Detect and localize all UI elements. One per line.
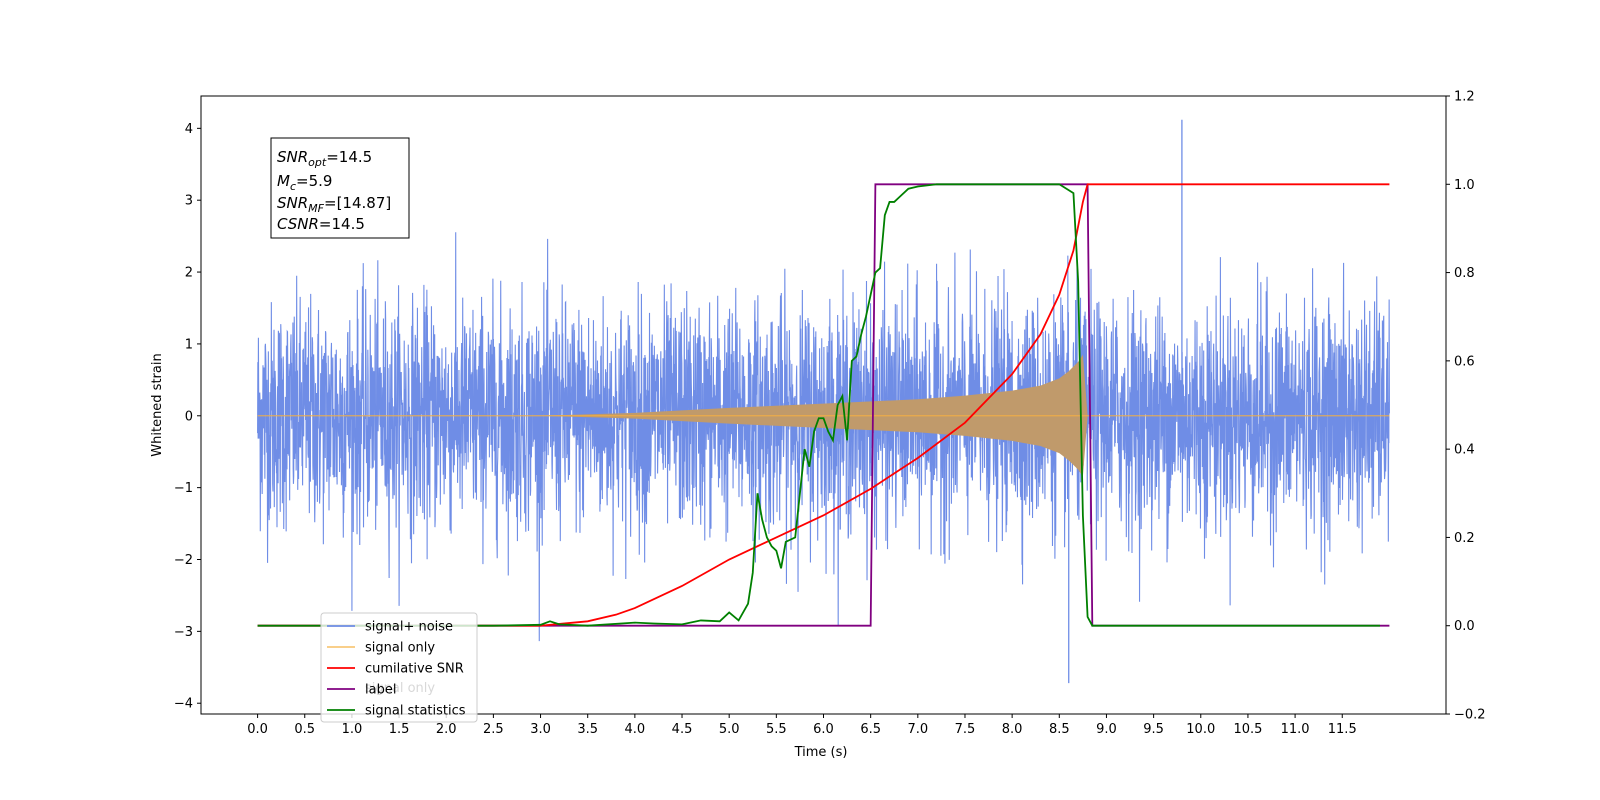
line-series-group <box>257 183 1390 627</box>
stat-csnr-base: CSNR <box>277 215 319 233</box>
legend-overlapped-text: signal only <box>365 681 435 696</box>
y-left-tick-label: −2 <box>174 553 193 568</box>
y-left-tick-label: 3 <box>185 194 193 209</box>
x-tick-label: 1.0 <box>342 722 363 737</box>
legend-label: signal only <box>365 641 435 656</box>
stat-snr-mf-value: =[14.87] <box>324 194 391 212</box>
stat-snr-opt-base: SNR <box>277 148 308 166</box>
x-tick-label: 9.0 <box>1096 722 1117 737</box>
legend-frame <box>320 612 478 723</box>
y-left-tick-label: −4 <box>174 697 193 712</box>
x-tick-label: 9.5 <box>1143 722 1164 737</box>
y-right-tick-label: 0.8 <box>1454 266 1475 281</box>
plot-area <box>257 119 1390 684</box>
legend: signal only signal+ noise signal only cumi… <box>320 612 478 723</box>
y-right-tick-label: 1.2 <box>1454 90 1475 105</box>
x-tick-label: 10.0 <box>1186 722 1215 737</box>
x-tick-label: 7.5 <box>955 722 976 737</box>
x-tick-label: 0.5 <box>294 722 315 737</box>
stat-m-c-base: M <box>277 172 290 190</box>
x-tick-label: 10.5 <box>1233 722 1262 737</box>
x-tick-label: 8.0 <box>1002 722 1023 737</box>
x-tick-label: 6.5 <box>860 722 881 737</box>
x-tick-label: 5.5 <box>766 722 787 737</box>
stat-csnr: CSNR=14.5 <box>277 215 365 233</box>
y-right-tick-label: 0.0 <box>1454 619 1475 634</box>
stats-annotation-box: SNRopt=14.5 Mc=5.9 SNRMF=[14.87] CSNR=14… <box>270 137 410 239</box>
y-left-tick-label: 1 <box>185 337 193 352</box>
stat-snr-mf: SNRMF=[14.87] <box>277 194 391 215</box>
x-tick-label: 4.5 <box>672 722 693 737</box>
y-left-tick-label: 4 <box>185 122 193 137</box>
legend-label: label <box>365 683 396 698</box>
x-tick-label: 3.5 <box>577 722 598 737</box>
x-tick-label: 3.0 <box>530 722 551 737</box>
y-axis-label: Whitened strain <box>150 353 165 456</box>
x-tick-label: 11.5 <box>1328 722 1357 737</box>
y-left-tick-label: 2 <box>185 266 193 281</box>
stat-snr-opt: SNRopt=14.5 <box>277 148 372 169</box>
y-axis-right-ticks: −0.2 0.0 0.2 0.4 0.6 0.8 1.0 1.2 <box>1446 90 1486 723</box>
stat-snr-mf-sub: MF <box>308 202 324 215</box>
x-tick-label: 2.5 <box>483 722 504 737</box>
x-tick-label: 8.5 <box>1049 722 1070 737</box>
series-signal-statistics-line <box>257 183 1380 627</box>
x-tick-label: 2.0 <box>436 722 457 737</box>
legend-label: signal+ noise <box>365 620 453 635</box>
legend-label: cumilative SNR <box>365 662 464 677</box>
series-cumulative-snr-line <box>257 183 1390 627</box>
x-tick-label: 0.0 <box>247 722 268 737</box>
y-right-tick-label: 1.0 <box>1454 178 1475 193</box>
y-right-tick-label: −0.2 <box>1454 708 1486 723</box>
y-right-tick-label: 0.6 <box>1454 354 1475 369</box>
x-tick-label: 1.5 <box>389 722 410 737</box>
stat-csnr-value: =14.5 <box>319 215 365 233</box>
x-tick-label: 6.0 <box>813 722 834 737</box>
stat-m-c-sub: c <box>290 180 296 193</box>
stat-snr-mf-base: SNR <box>277 194 308 212</box>
x-axis-ticks: 0.0 0.5 1.0 1.5 2.0 2.5 3.0 3.5 4.0 4.5 5.0 5.5 6.0 6… <box>247 714 1357 737</box>
stats-box-frame <box>270 137 410 239</box>
stat-snr-opt-value: =14.5 <box>326 148 372 166</box>
x-tick-label: 4.0 <box>625 722 646 737</box>
y-left-tick-label: −3 <box>174 625 193 640</box>
x-tick-label: 7.0 <box>907 722 928 737</box>
y-left-tick-label: 0 <box>185 409 193 424</box>
legend-items: signal+ noise signal only cumilative SNR la… <box>327 620 466 719</box>
y-right-tick-label: 0.4 <box>1454 443 1475 458</box>
x-tick-label: 11.0 <box>1281 722 1310 737</box>
stat-chirp-mass: Mc=5.9 <box>277 172 332 193</box>
stat-m-c-value: =5.9 <box>296 172 332 190</box>
y-right-tick-label: 0.2 <box>1454 531 1475 546</box>
x-tick-label: 5.0 <box>719 722 740 737</box>
y-left-tick-label: −1 <box>174 481 193 496</box>
x-axis-label: Time (s) <box>794 745 848 760</box>
stat-snr-opt-sub: opt <box>308 156 327 169</box>
legend-label: signal statistics <box>365 704 466 719</box>
signal-only-series <box>257 354 1390 477</box>
y-axis-left-ticks: −4 −3 −2 −1 0 1 2 3 4 <box>174 122 201 712</box>
